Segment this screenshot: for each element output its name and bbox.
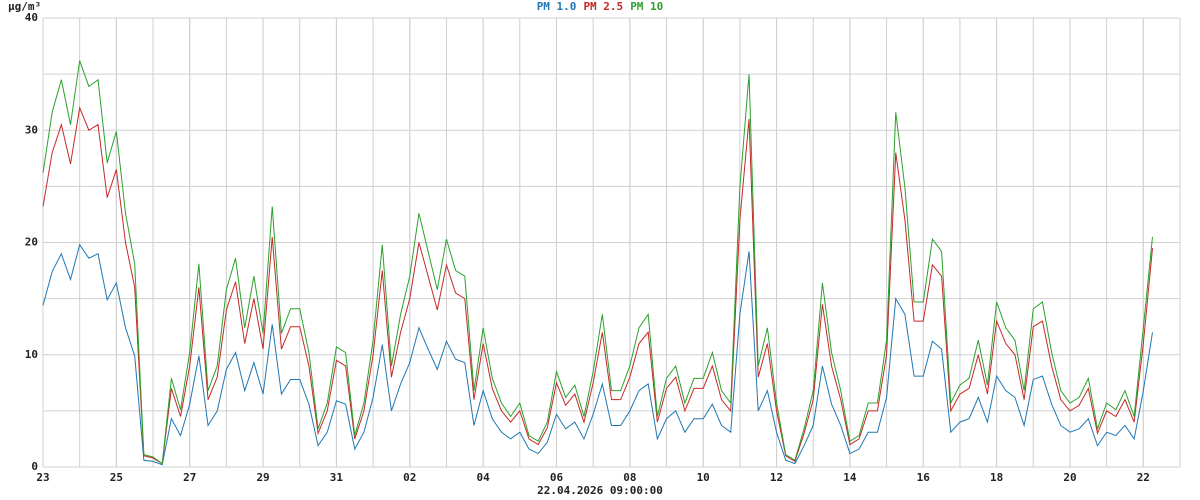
y-tick-label: 40 (25, 11, 38, 24)
x-tick-label: 08 (623, 471, 636, 484)
x-tick-label: 14 (843, 471, 857, 484)
x-tick-label: 06 (550, 471, 564, 484)
x-tick-label: 29 (256, 471, 269, 484)
y-axis-label: µg/m³ (8, 0, 41, 13)
y-tick-label: 30 (25, 123, 38, 136)
x-tick-label: 31 (330, 471, 344, 484)
y-tick-label: 20 (25, 236, 38, 249)
x-tick-label: 10 (697, 471, 710, 484)
data-line (42, 243, 1153, 466)
x-tick-label: 02 (403, 471, 416, 484)
x-tick-label: 16 (917, 471, 931, 484)
x-tick-label: 20 (1063, 471, 1076, 484)
data-line (42, 60, 1153, 465)
y-tick-label: 0 (31, 460, 38, 473)
data-line (42, 105, 1153, 465)
y-tick-label: 10 (25, 348, 38, 361)
x-tick-label: 18 (990, 471, 1003, 484)
x-tick-label: 25 (110, 471, 123, 484)
x-tick-label: 23 (36, 471, 49, 484)
x-tick-label: 04 (477, 471, 491, 484)
x-tick-label: 22 (1137, 471, 1150, 484)
legend-entry: PM 1.0 (537, 0, 577, 13)
x-axis-label: 22.04.2026 09:00:00 (537, 484, 663, 497)
x-tick-label: 12 (770, 471, 783, 484)
legend-entry: PM 2.5 (583, 0, 623, 13)
x-tick-label: 27 (183, 471, 196, 484)
legend-entry: PM 10 (630, 0, 663, 13)
legend: PM 1.0 PM 2.5 PM 10 (537, 0, 664, 13)
